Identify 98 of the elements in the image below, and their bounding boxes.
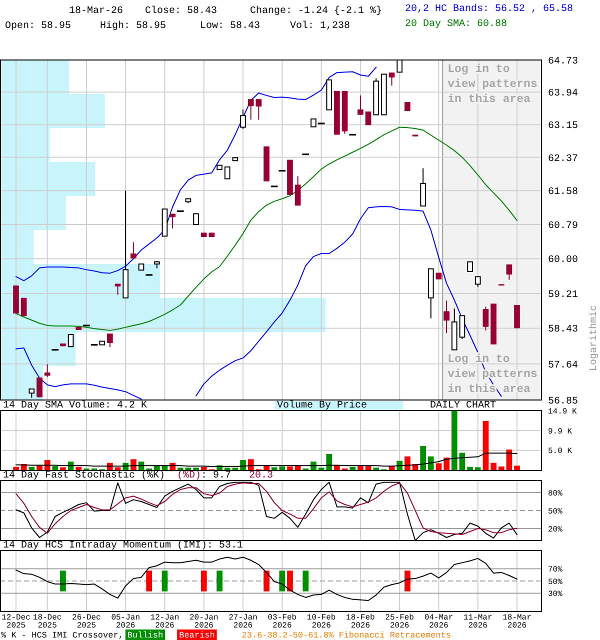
annotation: : 9.7 xyxy=(201,470,232,482)
candlestick xyxy=(482,306,489,331)
text: 20 Day SMA: 60.88 xyxy=(405,19,508,30)
x-tick-label: 18-Dec 2025 xyxy=(32,614,62,630)
y-tick-label: 56.85 xyxy=(548,396,578,408)
x-tick-label: 12-Jan 2026 xyxy=(150,614,180,630)
x-tick-label: 26-Dec 2025 xyxy=(72,614,102,630)
line-series xyxy=(16,66,377,282)
line-series xyxy=(16,452,518,467)
y-tick-label: 59.21 xyxy=(548,290,578,301)
line-series xyxy=(16,556,518,602)
band-label: Log in to view patterns in this area xyxy=(448,63,538,106)
x-tick-label: 12-Dec 2025 xyxy=(2,614,31,630)
y-tick-label: 20% xyxy=(548,525,563,534)
text: Low: 58.43 xyxy=(200,21,260,32)
bar xyxy=(404,456,410,470)
y-tick-label: 14.9 K xyxy=(548,407,578,416)
text: Change: -1.24 {-2.1 %} xyxy=(250,5,382,17)
candlestick xyxy=(170,213,176,229)
annotation: 20.3 xyxy=(249,470,274,482)
x-tick-label: 03-Feb 2026 xyxy=(268,614,297,630)
bar xyxy=(52,466,58,470)
bar xyxy=(490,462,496,470)
text: Close: 58.43 xyxy=(145,5,218,17)
x-tick-label: 04-Mar 2026 xyxy=(424,614,454,630)
x-tick-label: 18-Feb 2026 xyxy=(346,614,376,630)
x-tick-label: 05-Jan 2026 xyxy=(111,614,140,630)
line-series xyxy=(16,126,518,331)
candlestick xyxy=(474,276,481,288)
y-tick-label: 80% xyxy=(548,489,563,498)
y-tick-label: 70% xyxy=(548,566,563,575)
text: 20,2 HC Bands: 56.52 , 65.58 xyxy=(405,3,574,15)
bar xyxy=(428,456,434,470)
bar xyxy=(224,468,230,470)
bar xyxy=(193,468,199,470)
bar xyxy=(358,466,364,470)
candlestick xyxy=(388,72,395,86)
text: 23.6-38.2-50-61.8% Fibonacci Retracements xyxy=(242,630,451,640)
bar xyxy=(420,446,426,470)
y-tick-label: 61.58 xyxy=(548,187,578,198)
y-tick-label: 50% xyxy=(548,578,563,587)
chart-title: 14 Day SMA Volume: 4.2 K xyxy=(3,400,148,412)
candlestick xyxy=(506,264,512,280)
candlestick xyxy=(68,334,74,348)
text: Open: 58.95 xyxy=(5,21,72,32)
bar xyxy=(373,468,380,470)
text: 18-Mar-26 xyxy=(69,6,124,17)
bar xyxy=(248,459,254,470)
text: High: 58.95 xyxy=(100,20,166,32)
series-label: (%D) xyxy=(177,470,202,482)
y-tick-label: 9.9 K xyxy=(548,427,572,436)
candlestick xyxy=(459,315,466,340)
legend-title: % K - HCS IMI Crossover, xyxy=(1,630,124,640)
candlestick xyxy=(294,176,301,206)
y-tick-label: 63.15 xyxy=(548,121,578,132)
y-tick-label: 63.94 xyxy=(548,88,578,100)
y-tick-label: 64.73 xyxy=(548,56,578,68)
y-tick-label: 60.79 xyxy=(548,220,578,232)
y-tick-label: 30% xyxy=(548,590,563,599)
candlestick xyxy=(444,300,450,334)
annotation: DAILY CHART xyxy=(430,400,496,412)
candlestick xyxy=(224,166,230,180)
y-tick-label: 62.37 xyxy=(548,154,578,165)
candlestick xyxy=(256,98,262,120)
text: Vol: 1,238 xyxy=(290,20,350,32)
candlestick xyxy=(248,98,254,120)
y-tick-label: 60.00 xyxy=(548,255,578,266)
x-tick-label: 11-Mar 2026 xyxy=(463,614,492,630)
text: Bullish xyxy=(127,630,164,640)
y-tick-label: 5.0 K xyxy=(548,447,572,456)
x-tick-label: 25-Feb 2026 xyxy=(385,614,414,630)
text: Volume By Price xyxy=(277,400,368,412)
y-tick-label: 50% xyxy=(548,507,563,516)
chart-title: 14 Day HCS Intraday Momentum (IMI): 53.1 xyxy=(3,540,244,552)
x-tick-label: 20-Jan 2026 xyxy=(189,614,218,630)
bar xyxy=(514,466,520,470)
candlestick xyxy=(240,108,246,130)
bar xyxy=(177,468,184,470)
candlestick xyxy=(358,94,364,116)
bar xyxy=(130,459,136,470)
candlestick xyxy=(420,168,426,207)
candlestick xyxy=(130,242,136,259)
y-tick-label: 58.43 xyxy=(548,324,578,336)
bar xyxy=(326,454,332,470)
x-tick-label: 10-Feb 2026 xyxy=(306,614,336,630)
x-tick-label: 27-Jan 2026 xyxy=(228,614,258,630)
bar xyxy=(451,410,458,470)
bar xyxy=(482,420,489,470)
candlestick xyxy=(193,213,199,225)
text: Bearish xyxy=(179,630,215,640)
y-tick-label: 57.64 xyxy=(548,360,578,372)
candlestick xyxy=(107,333,113,348)
candlestick xyxy=(36,377,42,398)
candlestick xyxy=(467,261,473,272)
x-tick-label: 18-Mar 2026 xyxy=(502,614,532,630)
bar xyxy=(444,458,450,470)
y-axis-title: Logarithmic xyxy=(588,304,600,372)
chart-title: 14 Day Fast Stochastic (%K) xyxy=(3,470,166,482)
